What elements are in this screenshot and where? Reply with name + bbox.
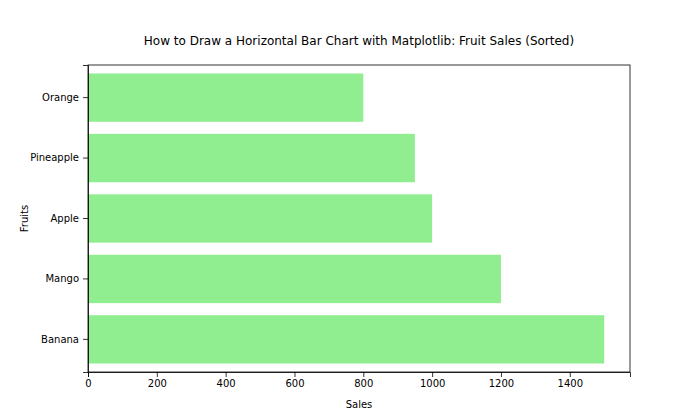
- tick-mark: [83, 218, 88, 219]
- tick-label: Orange: [42, 92, 79, 103]
- tick-label: Apple: [51, 213, 79, 224]
- bar: [88, 73, 363, 121]
- tick-mark: [432, 372, 433, 377]
- tick-label: Banana: [41, 334, 79, 345]
- tick: Apple: [51, 213, 88, 224]
- tick-mark: [501, 372, 502, 377]
- bar: [88, 134, 415, 182]
- tick-label: 200: [148, 378, 167, 389]
- tick: Orange: [42, 92, 88, 103]
- value-axis: 0 200 400 600 800 1000 1200 1400: [85, 372, 630, 389]
- tick: 1000: [420, 372, 445, 389]
- y-axis-title: Fruits: [19, 205, 30, 232]
- bars: [88, 73, 604, 363]
- tick-mark: [294, 372, 295, 377]
- tick-mark: [83, 97, 88, 98]
- tick: 600: [285, 372, 304, 389]
- tick-label: 0: [85, 378, 91, 389]
- tick-mark: [157, 372, 158, 377]
- bar: [88, 315, 604, 363]
- tick: Mango: [45, 273, 88, 284]
- bar: [88, 255, 501, 303]
- category-axis: Banana Mango Apple Pineapple Orange: [30, 66, 88, 373]
- tick-label: Pineapple: [30, 152, 79, 163]
- tick: 1200: [489, 372, 514, 389]
- tick: 1400: [558, 372, 583, 389]
- tick-label: 1400: [558, 378, 583, 389]
- tick-label: 400: [217, 378, 236, 389]
- chart: 0 200 400 600 800 1000 1200 1400 Banana Mango Appl…: [0, 0, 700, 420]
- tick-label: 800: [354, 378, 373, 389]
- tick-label: Mango: [45, 273, 79, 284]
- title: How to Draw a Horizontal Bar Chart with …: [144, 34, 574, 48]
- x-axis-title: Sales: [346, 399, 373, 410]
- tick: Banana: [41, 334, 88, 345]
- tick-label: 1200: [489, 378, 514, 389]
- tick-mark: [363, 372, 364, 377]
- tick-mark: [570, 372, 571, 377]
- tick-mark: [83, 158, 88, 159]
- tick-mark: [83, 339, 88, 340]
- axis-line: [89, 373, 631, 378]
- tick-mark: [226, 372, 227, 377]
- tick-label: 600: [285, 378, 304, 389]
- bar: [88, 194, 432, 242]
- tick: 400: [217, 372, 236, 389]
- tick: 0: [85, 372, 91, 389]
- tick-mark: [83, 278, 88, 279]
- tick: 800: [354, 372, 373, 389]
- tick: 200: [148, 372, 167, 389]
- tick-label: 1000: [420, 378, 445, 389]
- plot-frame: [88, 65, 630, 372]
- axis-line: [83, 66, 89, 373]
- tick: Pineapple: [30, 152, 88, 163]
